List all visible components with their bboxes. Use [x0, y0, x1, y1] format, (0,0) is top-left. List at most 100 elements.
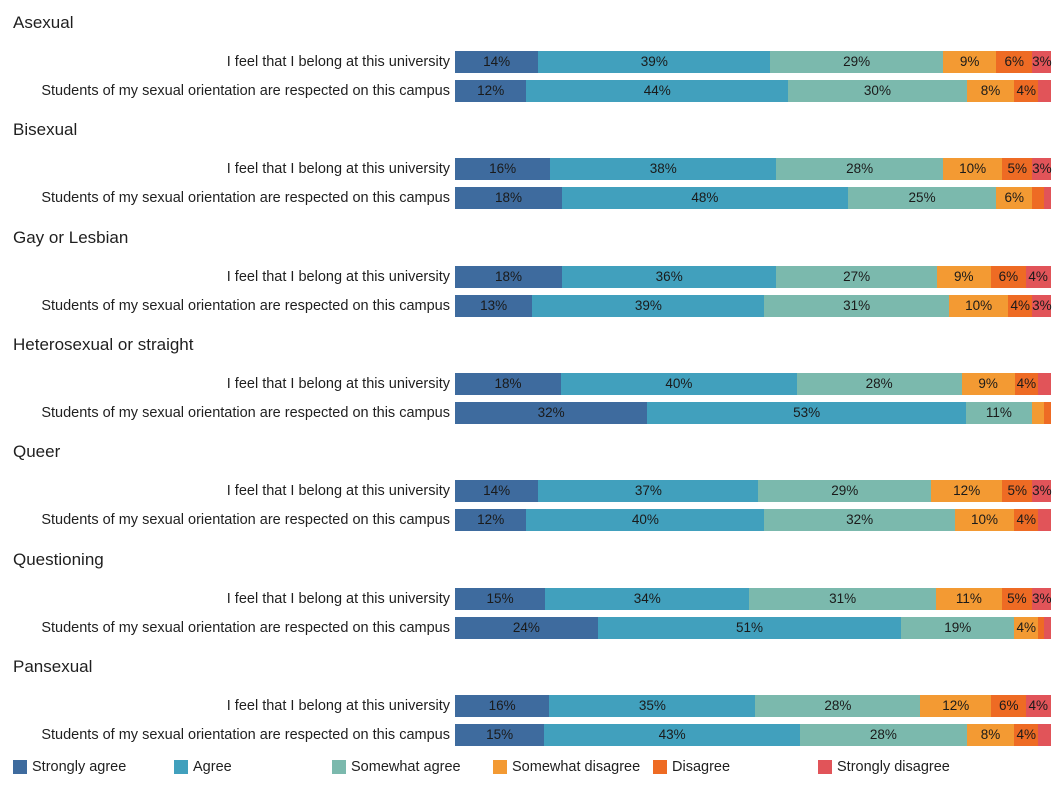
bar-segment [996, 51, 1033, 73]
bar-segment [526, 509, 765, 531]
bar-segment [961, 373, 1016, 395]
bar-segment [776, 266, 938, 288]
bar-segment [1014, 373, 1039, 395]
bar-segment [942, 51, 998, 73]
bar-segment [1038, 724, 1051, 746]
row-label: I feel that I belong at this university [226, 269, 450, 285]
bar-row: 18% 40% 28% 9% 4% [455, 373, 1051, 395]
bar-segment [1032, 480, 1051, 502]
group-title: Gay or Lesbian [13, 228, 129, 247]
row-label: Students of my sexual orientation are re… [41, 405, 450, 421]
legend-item: Strongly disagree [818, 758, 950, 776]
legend-item: Agree [174, 758, 232, 776]
bar-segment [901, 617, 1015, 639]
group-title: Queer [13, 442, 61, 461]
bar-segment [455, 509, 527, 531]
bar-segment [991, 695, 1028, 717]
bar-segment [455, 373, 562, 395]
bar-segment [920, 695, 992, 717]
bar-row: 12% 44% 30% 8% 4% [455, 80, 1051, 102]
bar-segment [455, 695, 550, 717]
bar-segment [562, 187, 849, 209]
bar-segment [770, 51, 944, 73]
bar-segment [935, 588, 1003, 610]
legend-swatch [818, 760, 832, 774]
row-label: Students of my sexual orientation are re… [41, 512, 450, 528]
bar-row: 14% 39% 29% 9% 6% 3% [455, 51, 1052, 73]
bar-segment [1031, 588, 1051, 610]
bar-segment [1032, 295, 1051, 317]
bar-row: 12% 40% 32% 10% 4% [455, 509, 1051, 531]
row-label: Students of my sexual orientation are re… [41, 190, 450, 206]
bar-segment [788, 80, 968, 102]
row-label: Students of my sexual orientation are re… [41, 727, 450, 743]
bar-segment [455, 480, 539, 502]
bar-segment [1038, 80, 1051, 102]
legend-swatch [13, 760, 27, 774]
row-label: I feel that I belong at this university [226, 161, 450, 177]
bar-row: 32% 53% 11% [455, 402, 1051, 424]
bar-segment [755, 695, 921, 717]
row-label: I feel that I belong at this university [226, 483, 450, 499]
bar-segment [847, 187, 998, 209]
bar-segment [455, 295, 533, 317]
bar-segment [776, 158, 944, 180]
bar-segment [1026, 695, 1051, 717]
bar-segment [1026, 266, 1051, 288]
group-title: Asexual [13, 13, 74, 32]
row-label: I feel that I belong at this university [226, 376, 450, 392]
legend-swatch [653, 760, 667, 774]
row-label: Students of my sexual orientation are re… [41, 620, 450, 636]
bar-segment [647, 402, 967, 424]
legend-swatch [332, 760, 346, 774]
bar-segment [1044, 187, 1051, 209]
row-label: I feel that I belong at this university [226, 698, 450, 714]
bar-segment [965, 402, 1033, 424]
legend-item: Strongly agree [13, 758, 126, 776]
bar-segment [1008, 295, 1033, 317]
legend-item: Somewhat agree [332, 758, 461, 776]
bar-segment [549, 695, 757, 717]
bar-segment [455, 266, 563, 288]
bar-segment [544, 724, 801, 746]
bar-segment [1043, 402, 1051, 424]
bar-segment [936, 266, 992, 288]
legend-label: Agree [193, 759, 232, 775]
bar-row: 18% 48% 25% 6% [455, 187, 1051, 209]
legend: Strongly agree Agree Somewhat agree Somewha… [13, 758, 1053, 776]
bar-segment [954, 509, 1015, 531]
bar-segment [526, 80, 789, 102]
bar-segment [1044, 617, 1051, 639]
bar-row: 15% 34% 31% 11% 5% 3% [455, 588, 1051, 610]
bar-segment [990, 266, 1027, 288]
bar-row: 13% 39% 31% 10% 4% 3% [455, 295, 1052, 317]
row-label: Students of my sexual orientation are re… [41, 298, 450, 314]
bar-segment [455, 724, 545, 746]
legend-swatch [174, 760, 188, 774]
bar-segment [538, 480, 760, 502]
legend-label: Strongly disagree [837, 759, 950, 775]
bar-segment [561, 373, 798, 395]
row-label: I feel that I belong at this university [226, 54, 450, 70]
bar-segment [455, 588, 546, 610]
bar-segment [1032, 158, 1051, 180]
bar-segment [597, 617, 902, 639]
bar-segment [1002, 480, 1033, 502]
legend-swatch [493, 760, 507, 774]
row-label: I feel that I belong at this university [226, 591, 450, 607]
bar-segment [966, 724, 1015, 746]
legend-item: Disagree [653, 758, 730, 776]
bar-segment [800, 724, 968, 746]
bar-row: 15% 43% 28% 8% 4% [455, 724, 1051, 746]
bar-segment [764, 509, 956, 531]
bar-row: 14% 37% 29% 12% 5% 3% [455, 480, 1052, 502]
bar-segment [1001, 588, 1033, 610]
bar-segment [455, 402, 648, 424]
bar-segment [1032, 187, 1045, 209]
bar-segment [966, 80, 1015, 102]
bar-segment [455, 617, 599, 639]
bar-segment [550, 158, 777, 180]
bar-segment [1014, 724, 1039, 746]
group-title: Bisexual [13, 120, 78, 139]
